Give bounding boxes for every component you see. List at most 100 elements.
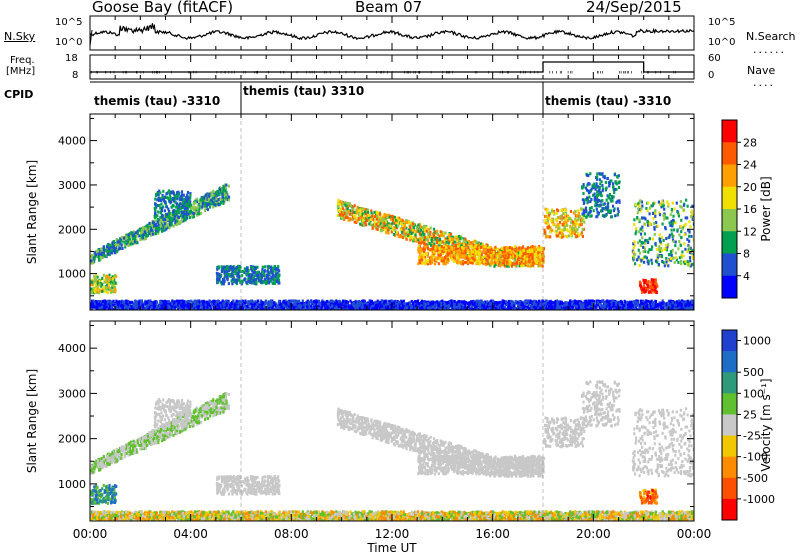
power-cell bbox=[338, 209, 341, 213]
power-cell bbox=[575, 229, 578, 233]
power-cell bbox=[651, 301, 654, 304]
power-cell bbox=[232, 276, 235, 280]
power-cell bbox=[565, 234, 568, 238]
power-cell bbox=[565, 214, 568, 218]
power-cell bbox=[477, 255, 480, 259]
power-cell bbox=[212, 194, 215, 198]
power-cell bbox=[483, 245, 486, 249]
power-cell bbox=[417, 262, 420, 266]
power-cell bbox=[438, 255, 442, 259]
power-cell bbox=[109, 288, 112, 292]
power-cell bbox=[256, 276, 259, 280]
power-cell bbox=[615, 182, 618, 186]
power-cell bbox=[198, 199, 201, 203]
power-cell bbox=[103, 254, 106, 258]
power-cell bbox=[452, 258, 455, 262]
power-cell bbox=[361, 211, 364, 215]
power-cell bbox=[457, 234, 461, 238]
power-cell bbox=[652, 279, 655, 283]
power-cell bbox=[460, 251, 463, 255]
power-cell bbox=[216, 266, 219, 269]
power-cell bbox=[338, 203, 341, 206]
power-cell bbox=[518, 264, 521, 268]
power-cell bbox=[691, 217, 694, 221]
power-cell bbox=[442, 240, 445, 244]
power-cell bbox=[224, 274, 227, 278]
power-cell bbox=[271, 274, 275, 278]
power-cell bbox=[665, 260, 668, 264]
power-cell bbox=[470, 249, 473, 253]
power-cell bbox=[189, 210, 192, 214]
power-cell bbox=[135, 234, 138, 238]
power-cell bbox=[403, 230, 406, 234]
power-cell bbox=[247, 269, 250, 272]
power-cell bbox=[472, 240, 475, 244]
power-cell bbox=[90, 287, 93, 291]
power-cell bbox=[690, 251, 693, 255]
power-cell bbox=[570, 219, 573, 223]
power-cell bbox=[561, 232, 564, 236]
power-cell bbox=[163, 200, 166, 204]
power-cell bbox=[217, 197, 220, 201]
power-cell bbox=[219, 198, 222, 202]
power-cell bbox=[692, 253, 694, 257]
power-cell bbox=[524, 252, 527, 256]
power-cell bbox=[231, 266, 234, 269]
power-cell bbox=[372, 224, 375, 228]
power-cell bbox=[179, 205, 183, 209]
power-cell bbox=[92, 291, 95, 295]
power-cell bbox=[125, 235, 128, 239]
power-cell bbox=[138, 234, 141, 238]
power-cell bbox=[601, 187, 605, 191]
power-cell bbox=[221, 278, 225, 281]
power-cell bbox=[186, 208, 189, 212]
power-cell bbox=[659, 203, 662, 206]
power-cell bbox=[92, 281, 95, 285]
power-cell bbox=[177, 215, 181, 219]
power-cell bbox=[158, 189, 161, 193]
power-cell bbox=[530, 248, 533, 252]
power-cell bbox=[159, 224, 162, 228]
power-cell bbox=[389, 226, 392, 230]
power-cell bbox=[341, 213, 344, 217]
power-cell bbox=[540, 259, 543, 262]
power-cell bbox=[358, 214, 361, 218]
power-cell bbox=[180, 190, 184, 194]
power-cell bbox=[463, 260, 466, 264]
power-cell bbox=[407, 232, 410, 236]
power-cell bbox=[452, 239, 455, 243]
power-cell bbox=[440, 241, 443, 245]
power-cell bbox=[586, 199, 589, 203]
power-cell bbox=[546, 219, 549, 223]
power-cell bbox=[421, 231, 424, 235]
power-cell bbox=[453, 240, 456, 244]
power-cell bbox=[578, 233, 581, 237]
power-cell bbox=[596, 185, 599, 189]
power-cell bbox=[492, 251, 495, 254]
power-cell bbox=[375, 217, 378, 221]
power-cell bbox=[474, 252, 477, 256]
power-cell bbox=[212, 205, 215, 209]
power-cell bbox=[641, 288, 644, 292]
power-cell bbox=[643, 222, 646, 226]
power-cell bbox=[247, 274, 251, 278]
power-cell bbox=[97, 304, 100, 308]
power-cell bbox=[384, 220, 388, 224]
power-cell bbox=[361, 221, 364, 225]
power-cell bbox=[596, 190, 599, 194]
power-cell bbox=[680, 230, 683, 234]
power-cell bbox=[467, 242, 470, 246]
power-cell bbox=[388, 213, 391, 217]
power-cell bbox=[591, 184, 594, 188]
power-cell bbox=[512, 256, 515, 260]
power-cell bbox=[648, 206, 652, 210]
power-cell bbox=[674, 244, 677, 248]
power-cell bbox=[675, 258, 678, 262]
power-cell bbox=[154, 219, 157, 223]
power-cell bbox=[370, 211, 373, 215]
power-cell bbox=[213, 196, 216, 200]
power-cell bbox=[168, 215, 171, 219]
power-cell bbox=[176, 210, 179, 214]
power-cell bbox=[379, 224, 382, 228]
power-cell bbox=[232, 280, 236, 284]
